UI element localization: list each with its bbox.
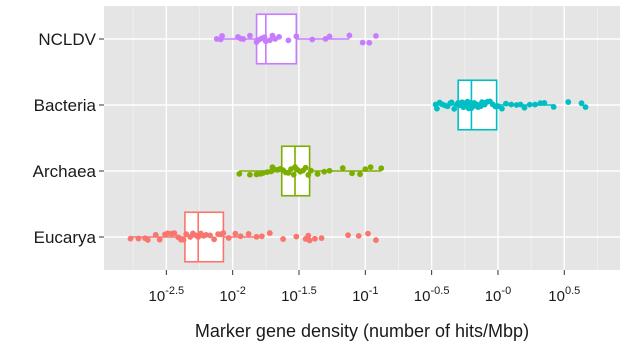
data-point [499, 105, 505, 112]
data-point [532, 101, 539, 108]
data-point [508, 101, 515, 108]
data-point [135, 235, 142, 242]
data-point [503, 100, 509, 107]
data-point [305, 172, 312, 178]
data-point [362, 166, 369, 173]
data-point [355, 232, 362, 239]
data-point [366, 39, 373, 46]
data-point [345, 232, 351, 239]
data-point [156, 236, 163, 243]
data-point [240, 36, 247, 42]
data-point [346, 32, 353, 39]
data-point [293, 33, 300, 40]
data-point [247, 32, 253, 39]
data-point [541, 99, 548, 106]
data-point [318, 235, 325, 242]
data-point [127, 235, 134, 242]
data-point [550, 104, 557, 110]
data-point [266, 230, 273, 236]
data-point [373, 237, 379, 243]
data-point [144, 237, 151, 243]
data-point [207, 232, 214, 239]
x-tick-label: 10-2.5 [149, 285, 185, 305]
data-point [302, 164, 309, 171]
data-point [373, 33, 379, 39]
box-group-bacteria [432, 79, 589, 131]
x-axis-title: Marker gene density (number of hits/Mbp) [195, 321, 529, 341]
data-point [326, 167, 333, 174]
data-point [258, 233, 265, 240]
x-tick-label: 10-0.5 [414, 285, 450, 305]
data-point [171, 230, 178, 237]
data-point [309, 36, 316, 43]
data-point [293, 233, 300, 240]
data-point [359, 39, 366, 46]
box-group-archaea [236, 145, 385, 197]
data-point [152, 231, 159, 238]
data-point [378, 165, 385, 172]
data-point [253, 233, 260, 240]
data-point [434, 105, 440, 112]
data-point [211, 236, 217, 243]
data-point [180, 236, 187, 243]
data-point [308, 167, 314, 174]
data-point [266, 37, 273, 44]
data-point [305, 232, 312, 239]
data-point [517, 101, 524, 108]
data-point [314, 171, 321, 177]
y-axis: NCLDV Bacteria Archaea Eucarya [33, 30, 104, 247]
boxes [127, 13, 589, 263]
x-tick-label: 10-0 [485, 285, 511, 305]
data-point [245, 230, 252, 237]
data-point [339, 165, 346, 171]
box-group-ncldv [213, 13, 379, 65]
data-point [232, 230, 239, 237]
panel-background [104, 6, 620, 270]
data-point [220, 230, 227, 236]
data-point [521, 104, 528, 111]
data-point [448, 99, 455, 106]
x-tick-label: 10-2 [219, 285, 245, 305]
data-point [367, 164, 374, 171]
data-point [326, 33, 333, 40]
box-group-eucarya [127, 211, 379, 263]
data-point [349, 170, 355, 177]
x-tick-label: 10-1.5 [281, 285, 317, 305]
data-point [236, 170, 243, 177]
data-point [219, 33, 225, 39]
data-point [451, 105, 458, 112]
data-point [290, 171, 297, 178]
data-point [526, 101, 533, 108]
data-point [365, 230, 371, 237]
data-point [321, 168, 328, 175]
data-point [306, 237, 313, 244]
data-point [237, 233, 244, 240]
y-tick-label: NCLDV [38, 30, 96, 49]
data-point [280, 236, 286, 242]
data-point [247, 171, 253, 178]
y-tick-label: Bacteria [34, 96, 97, 115]
data-point [565, 99, 572, 105]
y-tick-label: Eucarya [34, 228, 97, 247]
x-tick-label: 100.5 [548, 285, 580, 305]
data-point [578, 100, 585, 107]
data-point [225, 235, 232, 241]
data-point [276, 33, 282, 40]
x-axis: 10-2.5 10-2 10-1.5 10-1 10-0.5 10-0 100.5 [149, 270, 580, 305]
data-point [582, 104, 589, 111]
x-tick-label: 10-1 [352, 285, 378, 305]
data-point [357, 171, 363, 178]
data-point [285, 37, 292, 44]
data-point [312, 235, 318, 242]
y-tick-label: Archaea [33, 162, 97, 181]
